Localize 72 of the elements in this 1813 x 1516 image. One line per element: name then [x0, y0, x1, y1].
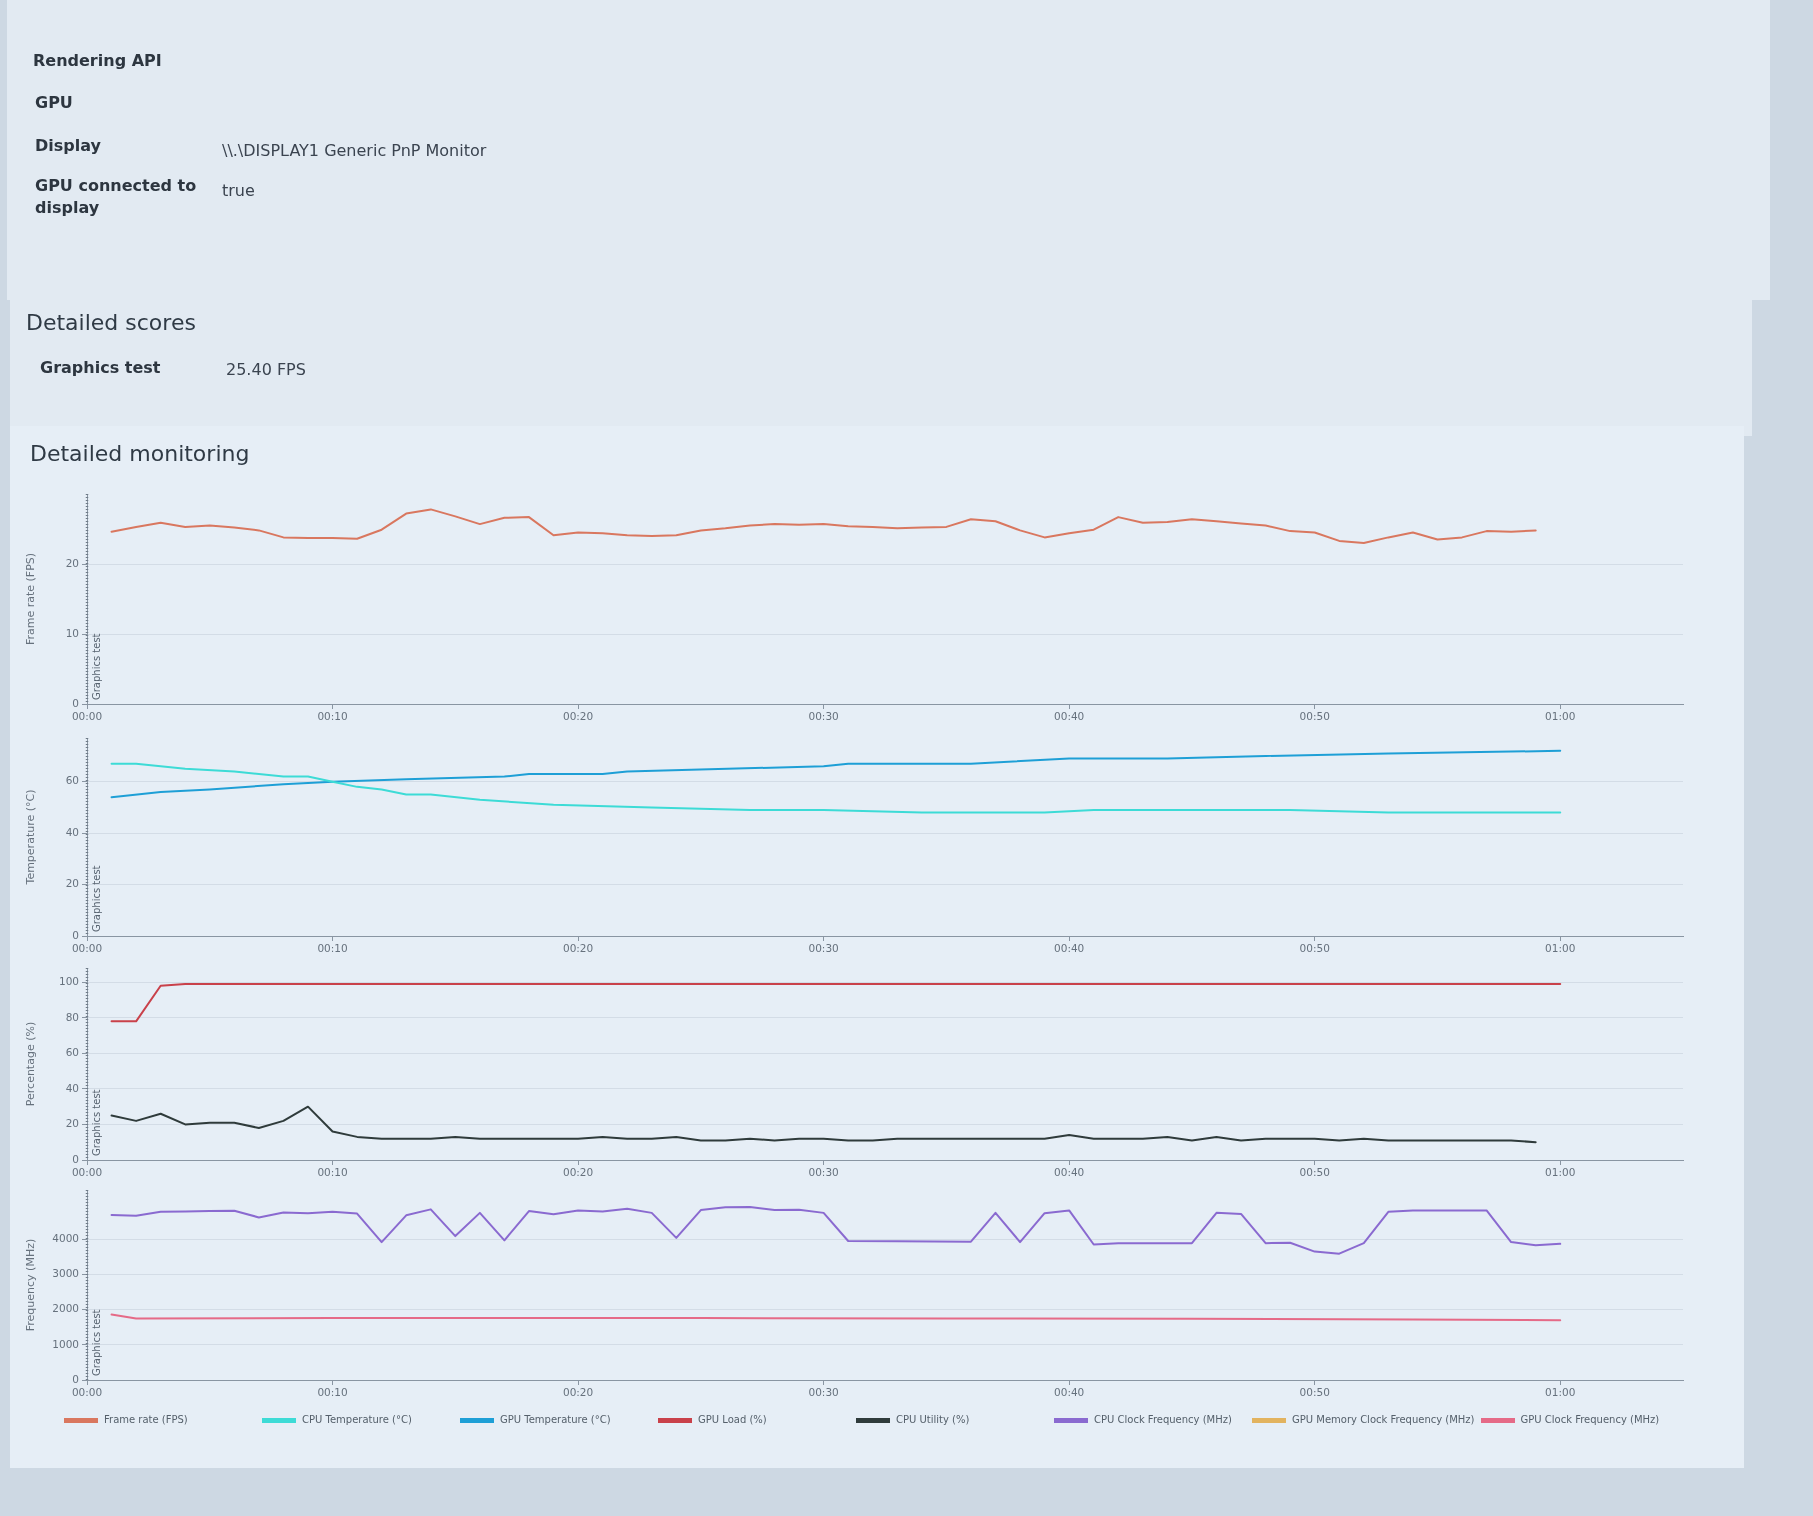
y-tick-label: 3000	[52, 1267, 79, 1280]
x-tick-label: 00:50	[1299, 710, 1330, 723]
ref-line-label: Graphics test	[90, 633, 102, 700]
y-tick-label: 0	[72, 1372, 79, 1385]
x-tick-label: 00:40	[1054, 710, 1085, 723]
ref-line-label: Graphics test	[90, 1309, 102, 1376]
ref-line-label: Graphics test	[90, 1089, 102, 1156]
x-tick-label: 00:40	[1054, 1166, 1085, 1179]
x-tick-label: 01:00	[1545, 942, 1576, 955]
x-tick-label: 00:40	[1054, 942, 1085, 955]
y-tick-label: 10	[65, 626, 79, 639]
x-tick-label: 00:10	[317, 1166, 348, 1179]
legend-label: CPU Utility (%)	[896, 1414, 970, 1426]
x-tick-label: 01:00	[1545, 710, 1576, 723]
y-tick-label: 0	[72, 928, 79, 941]
y-tick-label: 0	[72, 1152, 79, 1165]
text: true	[222, 180, 255, 202]
y-axis-title: Percentage (%)	[24, 1021, 38, 1107]
legend-label: GPU Temperature (°C)	[500, 1414, 611, 1426]
y-axis-title: Frequency (MHz)	[24, 1238, 38, 1332]
y-tick-label: 60	[65, 1046, 79, 1059]
y-tick-label: 80	[65, 1010, 79, 1023]
y-tick-label: 1000	[52, 1337, 79, 1350]
text: Display	[35, 135, 101, 157]
y-tick-label: 20	[65, 877, 79, 890]
x-tick-label: 00:00	[71, 1166, 103, 1179]
x-tick-label: 00:30	[808, 1166, 839, 1179]
y-tick-label: 60	[65, 774, 79, 787]
text: GPU connected to display	[35, 175, 198, 219]
y-tick-label: 40	[65, 1081, 79, 1094]
text: GPU	[35, 92, 73, 114]
x-tick-label: 00:20	[562, 942, 594, 955]
x-tick-label: 00:10	[317, 942, 348, 955]
y-tick-label: 20	[65, 1117, 79, 1130]
x-tick-label: 00:00	[71, 1386, 103, 1399]
legend-label: CPU Clock Frequency (MHz)	[1094, 1414, 1232, 1426]
x-tick-label: 00:50	[1299, 1166, 1330, 1179]
legend-label: GPU Memory Clock Frequency (MHz)	[1292, 1414, 1475, 1426]
x-tick-label: 00:10	[317, 1386, 348, 1399]
text: Rendering API	[33, 50, 162, 72]
legend-label: GPU Load (%)	[698, 1414, 767, 1426]
x-tick-label: 00:00	[71, 942, 103, 955]
text: \\.\DISPLAY1 Generic PnP Monitor	[222, 140, 487, 162]
x-tick-label: 00:20	[562, 1166, 594, 1179]
y-tick-label: 4000	[52, 1231, 79, 1244]
y-tick-label: 2000	[52, 1302, 79, 1315]
text: Graphics test	[40, 357, 161, 379]
text: Detailed scores	[26, 309, 196, 337]
x-tick-label: 00:40	[1054, 1386, 1085, 1399]
x-tick-label: 00:30	[808, 1386, 839, 1399]
x-tick-label: 01:00	[1545, 1386, 1576, 1399]
chart-title: Detailed monitoring	[30, 440, 250, 468]
legend-label: Frame rate (FPS)	[104, 1414, 188, 1426]
x-tick-label: 00:10	[317, 710, 348, 723]
x-tick-label: 00:50	[1299, 1386, 1330, 1399]
y-tick-label: 100	[58, 974, 79, 987]
x-tick-label: 00:50	[1299, 942, 1330, 955]
legend-label: CPU Temperature (°C)	[302, 1414, 412, 1426]
ref-line-label: Graphics test	[90, 865, 102, 932]
x-tick-label: 01:00	[1545, 1166, 1576, 1179]
text: 25.40 FPS	[226, 359, 306, 381]
x-tick-label: 00:20	[562, 1386, 594, 1399]
y-tick-label: 20	[65, 556, 79, 569]
y-tick-label: 40	[65, 825, 79, 838]
y-tick-label: 0	[72, 696, 79, 709]
legend-label: GPU Clock Frequency (MHz)	[1520, 1414, 1660, 1426]
y-axis-title: Temperature (°C)	[24, 789, 38, 886]
x-tick-label: 00:30	[808, 942, 839, 955]
x-tick-label: 00:30	[808, 710, 839, 723]
x-tick-label: 00:20	[562, 710, 594, 723]
x-tick-label: 00:00	[71, 710, 103, 723]
y-axis-title: Frame rate (FPS)	[24, 552, 38, 646]
